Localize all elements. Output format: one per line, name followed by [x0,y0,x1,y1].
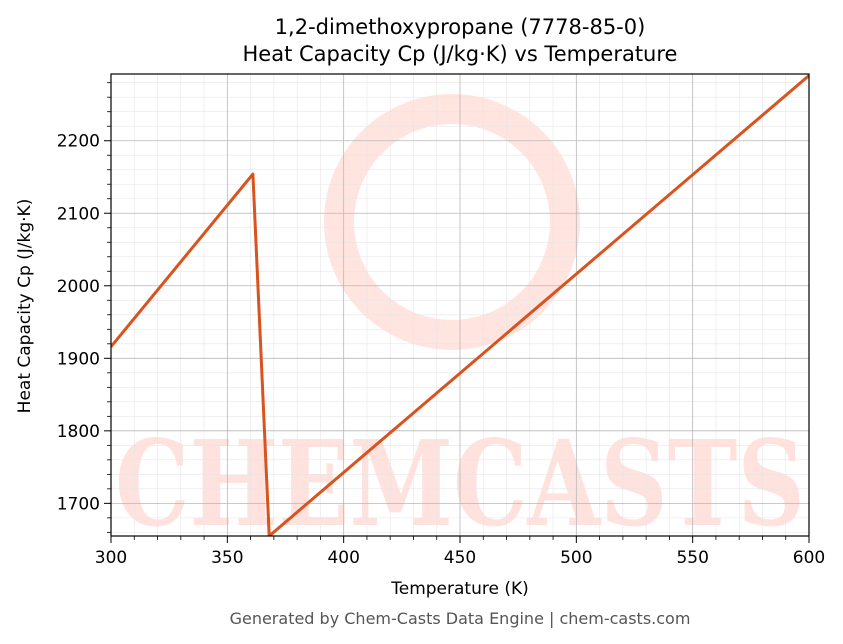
tick-labels: 300 350 400 450 500 550 600 1700 1800 1900 2000 210… [57,132,825,568]
y-tick-label: 2200 [57,132,100,152]
x-tick-label: 500 [560,548,592,568]
y-tick-label: 2000 [57,277,100,297]
chart-title-line1: 1,2-dimethoxypropane (7778-85-0) [275,15,646,39]
x-tick-label: 350 [211,548,243,568]
y-tick-label: 1900 [57,349,100,369]
footer-credit: Generated by Chem-Casts Data Engine | ch… [230,609,691,628]
y-tick-label: 1700 [57,494,100,514]
y-axis-label: Heat Capacity Cp (J/kg·K) [15,199,35,414]
y-tick-label: 1800 [57,422,100,442]
x-axis-label: Temperature (K) [390,579,529,599]
series-group [111,74,809,536]
y-tick-label: 2100 [57,204,100,224]
ticks [104,82,810,543]
x-tick-label: 600 [793,548,825,568]
plot-frame [110,73,810,537]
series-line [111,74,809,536]
x-tick-label: 550 [676,548,708,568]
chart-title-line2: Heat Capacity Cp (J/kg·K) vs Temperature [243,42,678,66]
x-tick-label: 300 [95,548,127,568]
x-tick-label: 400 [327,548,359,568]
x-tick-label: 450 [444,548,476,568]
